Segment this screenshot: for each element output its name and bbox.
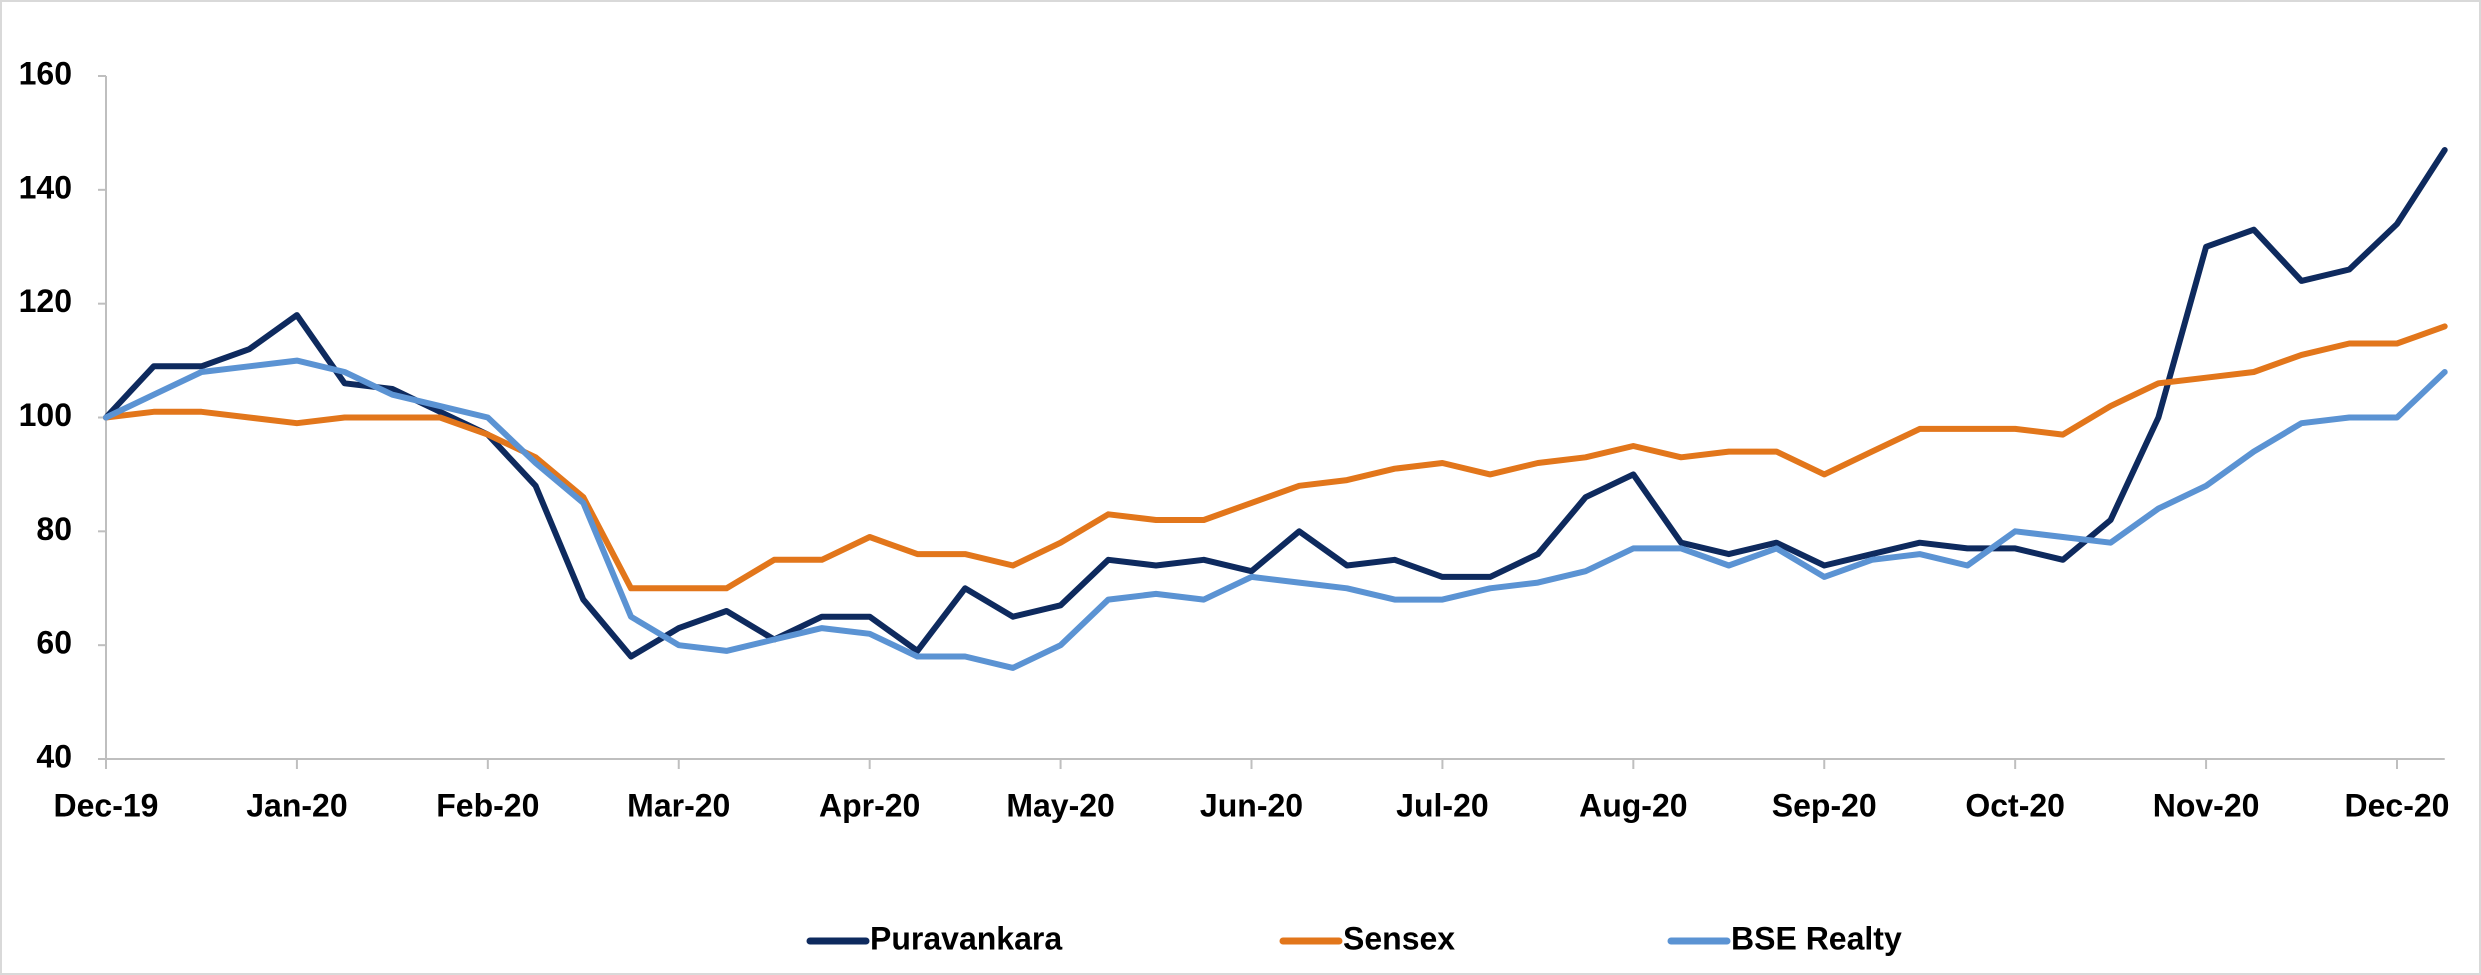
series-line (103, 323, 2448, 592)
y-tick-label: 100 (19, 397, 72, 433)
legend-label: Puravankara (870, 920, 1062, 956)
x-tick-label: May-20 (1006, 787, 1115, 823)
series-line (103, 147, 2448, 660)
x-tick-label: Jan-20 (246, 787, 347, 823)
y-tick-label: 40 (36, 738, 72, 774)
legend-label: Sensex (1343, 920, 1455, 956)
x-tick-label: Jun-20 (1200, 787, 1303, 823)
y-tick-label: 60 (36, 625, 72, 661)
x-tick-label: Nov-20 (2153, 787, 2260, 823)
y-tick-label: 140 (19, 169, 72, 205)
x-tick-label: Sep-20 (1772, 787, 1877, 823)
x-tick-label: Mar-20 (627, 787, 730, 823)
y-tick-label: 120 (19, 283, 72, 319)
x-tick-label: Aug-20 (1579, 787, 1687, 823)
x-tick-label: Dec-19 (54, 787, 159, 823)
x-tick-label: Feb-20 (436, 787, 539, 823)
y-tick-label: 160 (19, 55, 72, 91)
x-tick-label: Apr-20 (819, 787, 920, 823)
legend-label: BSE Realty (1731, 920, 1902, 956)
y-tick-label: 80 (36, 511, 72, 547)
x-tick-label: Oct-20 (1965, 787, 2065, 823)
x-tick-label: Jul-20 (1396, 787, 1488, 823)
series-line (103, 357, 2448, 671)
x-tick-label: Dec-20 (2345, 787, 2450, 823)
